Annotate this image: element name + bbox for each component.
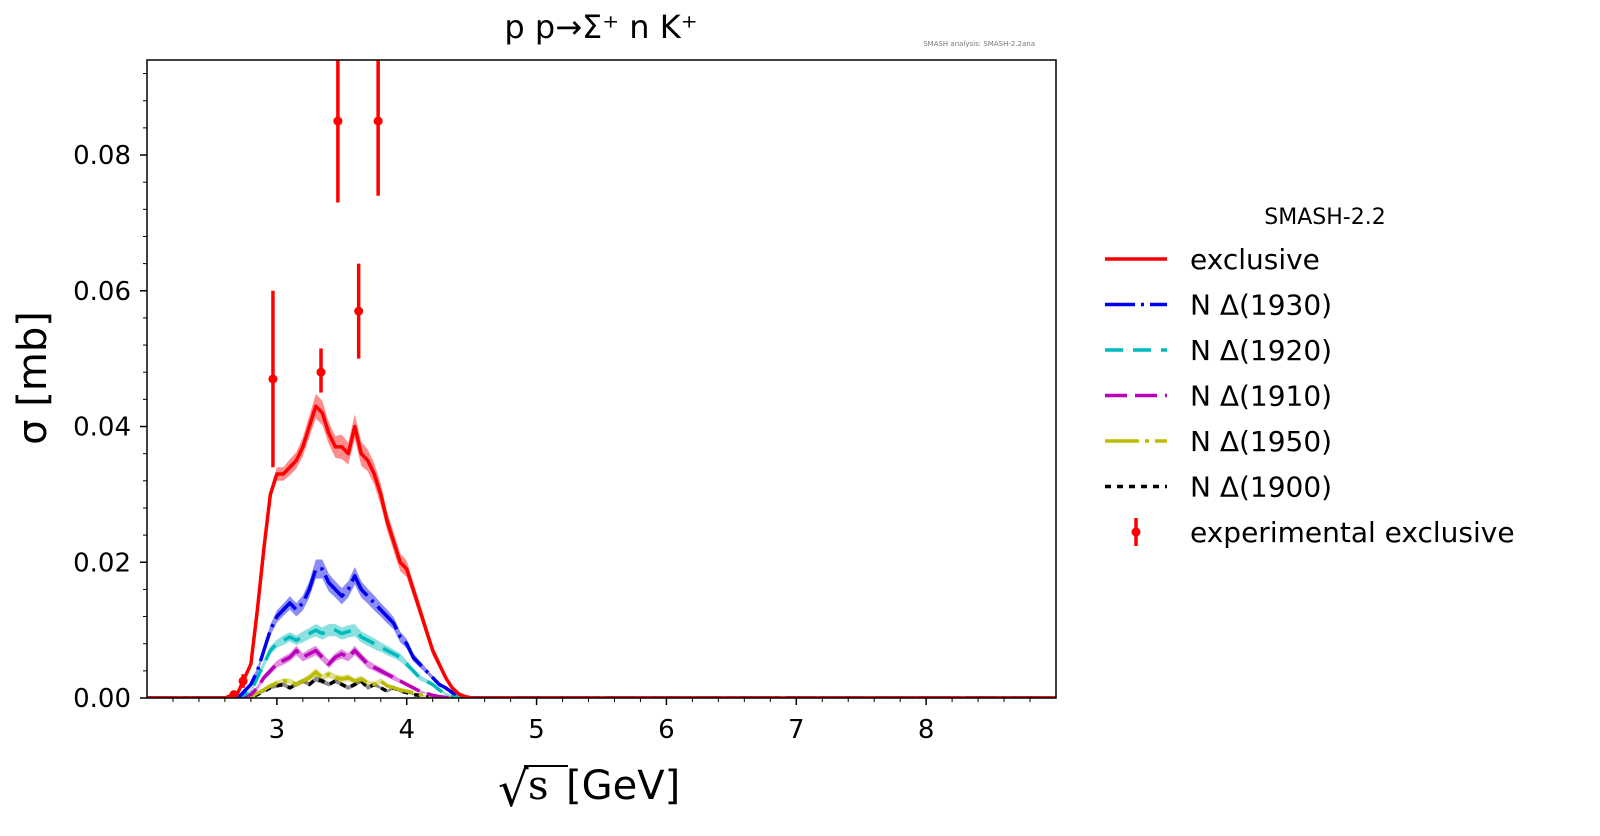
chart-title: p p→Σ⁺ n K⁺ <box>504 8 697 46</box>
experimental-point <box>229 690 239 698</box>
legend-label: N Δ(1920) <box>1190 334 1332 367</box>
x-tick-label: 6 <box>658 715 675 745</box>
legend-entry: exclusive <box>1105 243 1320 276</box>
y-tick-label: 0.04 <box>73 413 131 443</box>
x-axis-label-unit: [GeV] <box>566 763 680 809</box>
y-tick-label: 0.06 <box>73 277 131 307</box>
x-tick-label: 7 <box>788 715 805 745</box>
experimental-points <box>229 60 383 698</box>
experimental-point <box>316 348 326 393</box>
experimental-point <box>268 290 278 468</box>
experimental-point <box>333 60 343 203</box>
band-exclusive <box>147 393 1056 698</box>
experimental-marker <box>333 116 343 126</box>
x-axis-ticks: 3 4 5 6 7 8 <box>172 698 1031 745</box>
uncertainty-bands <box>147 393 1056 698</box>
y-axis-label: σ [mb] <box>10 311 56 445</box>
series-line-n-1930 <box>147 567 1056 698</box>
analysis-annotation: SMASH analysis: SMASH-2.2ana <box>923 40 1035 48</box>
band-n-1910 <box>147 645 1056 698</box>
x-axis-label-s: s <box>528 763 549 809</box>
legend-label: N Δ(1900) <box>1190 471 1332 504</box>
experimental-marker <box>268 374 278 384</box>
legend-entry: N Δ(1910) <box>1105 380 1332 413</box>
x-tick-label: 8 <box>918 715 935 745</box>
legend-title: SMASH-2.2 <box>1264 205 1385 230</box>
experimental-marker <box>373 116 383 126</box>
legend-label: N Δ(1910) <box>1190 380 1332 413</box>
legend-entry: N Δ(1900) <box>1105 471 1332 504</box>
experimental-point <box>238 674 248 688</box>
series-lines <box>147 404 1056 698</box>
legend-entry: experimental exclusive <box>1131 516 1515 549</box>
experimental-marker <box>229 690 239 698</box>
legend-label: experimental exclusive <box>1190 516 1515 549</box>
y-tick-label: 0.02 <box>73 548 131 578</box>
legend-entry: N Δ(1950) <box>1105 425 1332 458</box>
experimental-point <box>354 263 364 359</box>
x-axis-label: √ s [GeV] <box>498 762 680 818</box>
y-axis-ticks: 0.00 0.02 0.04 0.06 0.08 <box>73 73 147 714</box>
legend-label: N Δ(1950) <box>1190 425 1332 458</box>
experimental-marker <box>316 367 326 377</box>
band-n-1930 <box>147 559 1056 698</box>
legend-entry: N Δ(1930) <box>1105 289 1332 322</box>
series-line-exclusive <box>147 404 1056 698</box>
experimental-point <box>373 60 383 196</box>
legend-entry: N Δ(1920) <box>1105 334 1332 367</box>
x-axis-label-sqrt: √ <box>498 762 529 818</box>
series-line-n-1920 <box>147 628 1056 698</box>
legend: SMASH-2.2 exclusive N Δ(1930) N Δ(1920) N Δ… <box>1105 205 1515 549</box>
y-tick-label: 0.08 <box>73 141 131 171</box>
legend-label: N Δ(1930) <box>1190 289 1332 322</box>
y-tick-label: 0.00 <box>73 684 131 714</box>
legend-label: exclusive <box>1190 243 1320 276</box>
x-tick-label: 4 <box>398 715 415 745</box>
x-tick-label: 3 <box>269 715 286 745</box>
x-tick-label: 5 <box>528 715 545 745</box>
experimental-marker <box>354 306 364 316</box>
legend-swatch-marker <box>1131 527 1141 537</box>
experimental-marker <box>238 676 248 686</box>
series-line-n-1910 <box>147 648 1056 698</box>
plot-frame <box>146 59 1057 699</box>
